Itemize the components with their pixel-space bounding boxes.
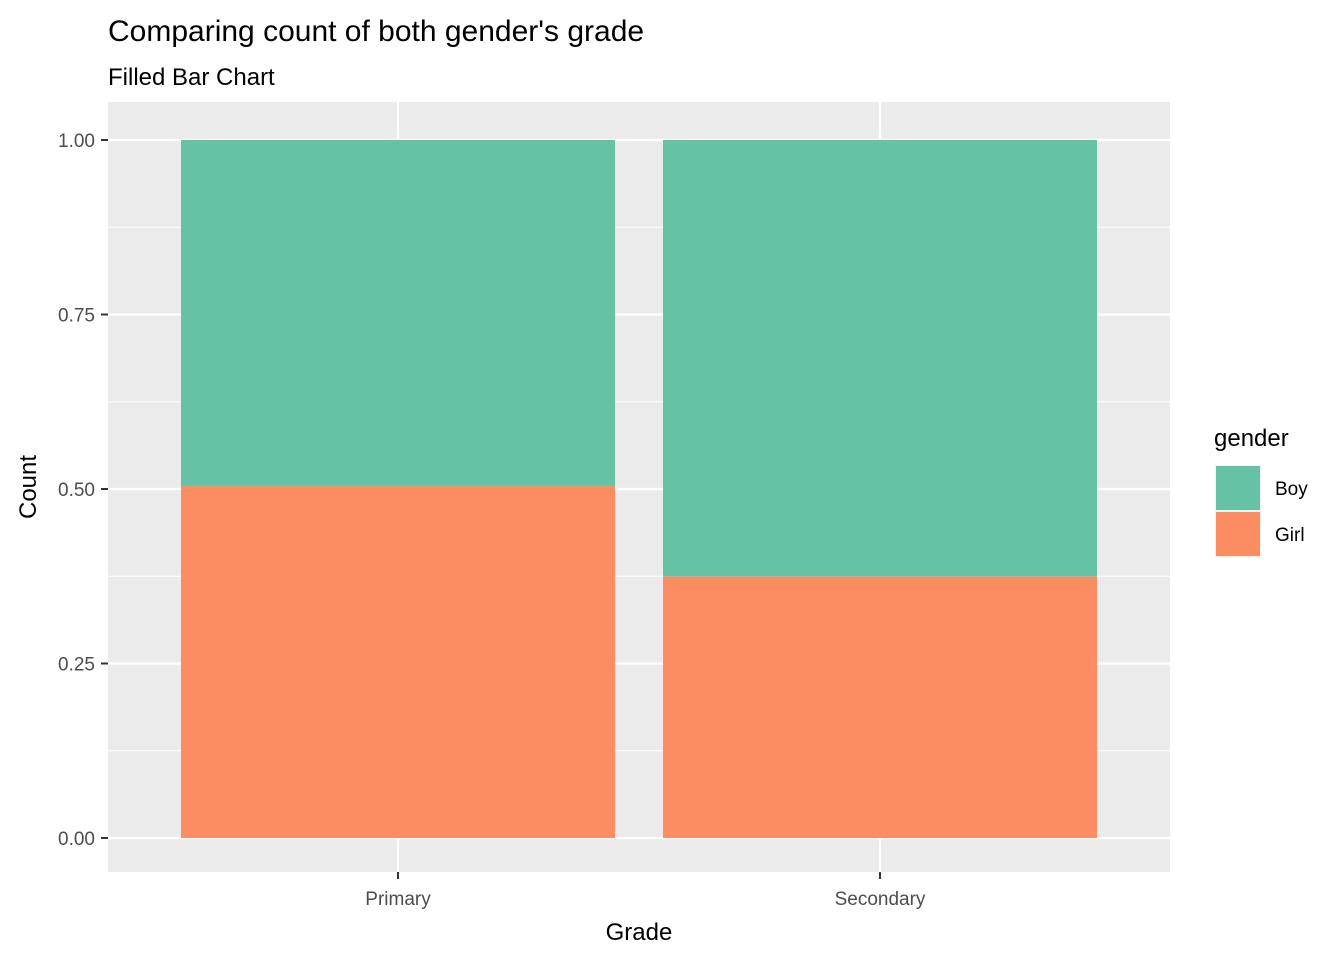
y-tick-label: 0.50 (58, 480, 95, 501)
y-tick-label: 0.25 (58, 655, 95, 676)
y-tick-label: 1.00 (58, 131, 95, 152)
x-tick-label: Secondary (835, 889, 926, 910)
legend-label-girl: Girl (1275, 525, 1305, 546)
chart-title: Comparing count of both gender's grade (108, 15, 644, 48)
chart-subtitle: Filled Bar Chart (108, 64, 275, 91)
axes: 0.00 0.25 0.50 0.75 1.00 Primary Secondary (58, 131, 926, 910)
bar-boy-secondary (663, 140, 1097, 577)
legend-key-girl (1216, 512, 1260, 556)
y-tick-label: 0.75 (58, 306, 95, 327)
bar-girl-primary (181, 485, 615, 838)
legend-label-boy: Boy (1275, 479, 1308, 500)
legend-items: Boy Girl (1215, 465, 1308, 557)
x-tick-label: Primary (365, 889, 431, 910)
bars (181, 140, 1097, 838)
y-tick-label: 0.00 (58, 829, 95, 850)
legend-key-boy (1216, 466, 1260, 510)
y-axis-title: Count (15, 455, 42, 519)
legend: gender Boy Girl (1214, 425, 1308, 557)
bar-boy-primary (181, 140, 615, 486)
x-axis-title: Grade (606, 919, 673, 946)
bar-girl-secondary (663, 576, 1097, 838)
legend-title: gender (1214, 425, 1289, 452)
